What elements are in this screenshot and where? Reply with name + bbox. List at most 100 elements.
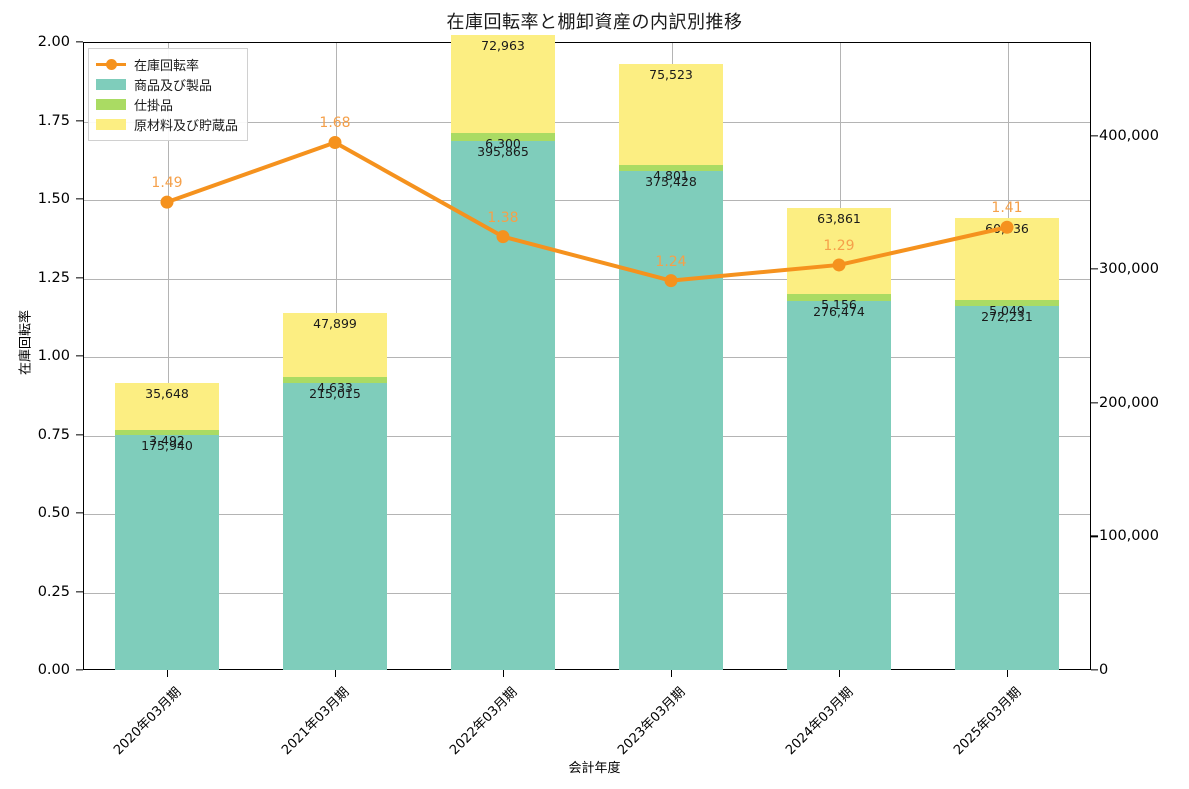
y-axis-label-left: 在庫回転率 [18,310,34,376]
bar-value-label: 35,648 [145,385,189,401]
legend-color-swatch [96,98,126,110]
line-point-label: 1.24 [655,253,687,270]
bar-segment[interactable] [450,132,556,142]
x-tick-label: 2021年03月期 [279,684,353,759]
y-tick-label-left: 2.00 [37,34,70,50]
bar-value-label: 272,231 [981,309,1033,325]
chart-title: 在庫回転率と棚卸資産の内訳別推移 [446,12,743,33]
y-tick-label-left: 0.50 [37,505,70,521]
y-tick-mark-right [1091,134,1098,137]
y-tick-label-right: 0 [1099,662,1109,678]
gridline-horizontal [84,592,1090,594]
bar-segment[interactable] [954,306,1060,670]
bar-segment[interactable] [786,300,892,670]
bar-value-label: 4,801 [653,167,689,183]
y-tick-label-left: 0.00 [37,662,70,678]
line-point-label: 1.29 [823,237,855,254]
bar-segment[interactable] [954,299,1060,307]
y-tick-mark-left [76,669,83,671]
x-tick-mark [503,670,505,677]
y-tick-label-right: 400,000 [1099,127,1159,144]
bar-value-label: 175,940 [141,437,193,453]
bar-segment[interactable] [450,35,556,133]
y-tick-mark-right [1091,268,1098,270]
bar-value-label: 5,049 [989,302,1025,318]
legend-item-bar[interactable]: 商品及び製品 [96,74,238,94]
legend-item-bar[interactable]: 原材料及び貯蔵品 [96,114,238,134]
bar-segment[interactable] [618,171,724,670]
legend-item-bar[interactable]: 仕掛品 [96,94,238,114]
gridline-horizontal [84,435,1090,437]
y-tick-label-left: 1.25 [37,269,70,286]
x-tick-mark [335,670,337,677]
bar-value-label: 63,861 [817,211,861,227]
bar-value-label: 72,963 [481,38,525,54]
y-tick-label-right: 200,000 [1099,394,1159,411]
legend-label: 仕掛品 [134,98,174,114]
y-tick-mark-left [76,276,83,279]
x-tick-mark [167,670,169,677]
x-tick-label: 2020年03月期 [111,684,185,759]
y-tick-mark-left [76,198,83,200]
bar-value-label: 60,836 [985,221,1029,237]
x-tick-mark [839,670,841,677]
gridline-horizontal [84,514,1090,515]
line-point-label: 1.41 [991,200,1023,217]
bar-segment[interactable] [282,376,388,383]
x-tick-mark [1007,670,1009,677]
legend-item-line[interactable]: 在庫回転率 [96,54,238,74]
x-tick-label: 2022年03月期 [447,684,521,759]
y-tick-label-right: 100,000 [1099,528,1159,545]
legend-color-swatch [96,78,126,90]
gridline-vertical [168,43,169,669]
y-tick-label-right: 300,000 [1099,261,1159,278]
y-tick-mark-right [1091,669,1098,671]
bar-segment[interactable] [114,430,220,435]
y-tick-mark-left [76,119,83,122]
bar-segment[interactable] [282,312,388,377]
gridline-horizontal [84,357,1090,358]
y-tick-label-left: 1.50 [37,191,70,207]
bar-value-label: 276,474 [813,303,865,319]
x-tick-label: 2025年03月期 [951,684,1025,759]
y-tick-mark-right [1091,402,1098,404]
bar-segment[interactable] [282,382,388,670]
line-point-label: 1.68 [319,115,351,132]
y-tick-mark-right [1091,535,1098,538]
bar-value-label: 47,899 [313,315,357,331]
bar-value-label: 215,015 [309,385,361,401]
legend-label: 商品及び製品 [134,78,213,94]
gridline-horizontal [84,200,1090,201]
y-tick-label-left: 0.25 [37,583,70,600]
y-tick-mark-left [76,590,83,593]
y-tick-mark-left [76,433,83,436]
y-tick-mark-left [76,512,83,514]
bar-segment[interactable] [786,293,892,301]
line-point-label: 1.38 [487,209,519,226]
legend-label: 在庫回転率 [134,58,200,74]
bar-value-label: 75,523 [649,66,693,82]
bar-value-label: 3,492 [149,433,185,449]
bar-value-label: 6,300 [485,135,521,151]
legend: 在庫回転率商品及び製品 仕掛品原材料及び貯蔵品 [88,48,249,141]
y-tick-label-left: 1.75 [37,112,70,129]
gridline-horizontal [84,121,1090,123]
x-tick-label: 2024年03月期 [783,684,857,759]
bar-value-label: 5,156 [821,296,857,312]
y-tick-label-left: 1.00 [37,348,70,364]
legend-color-swatch [96,118,126,130]
x-tick-mark [671,670,673,677]
y-tick-label-left: 0.75 [37,426,70,443]
y-tick-mark-left [76,41,83,43]
line-point-label: 1.49 [151,175,183,192]
gridline-horizontal [84,278,1090,280]
legend-label: 原材料及び貯蔵品 [134,118,239,134]
bar-segment[interactable] [114,434,220,670]
y-tick-mark-left [76,355,83,357]
legend-line-marker [96,54,126,74]
x-tick-label: 2023年03月期 [615,684,689,759]
bar-segment[interactable] [114,382,220,431]
bar-value-label: 4,633 [317,379,353,395]
x-axis-label: 会計年度 [568,761,621,776]
